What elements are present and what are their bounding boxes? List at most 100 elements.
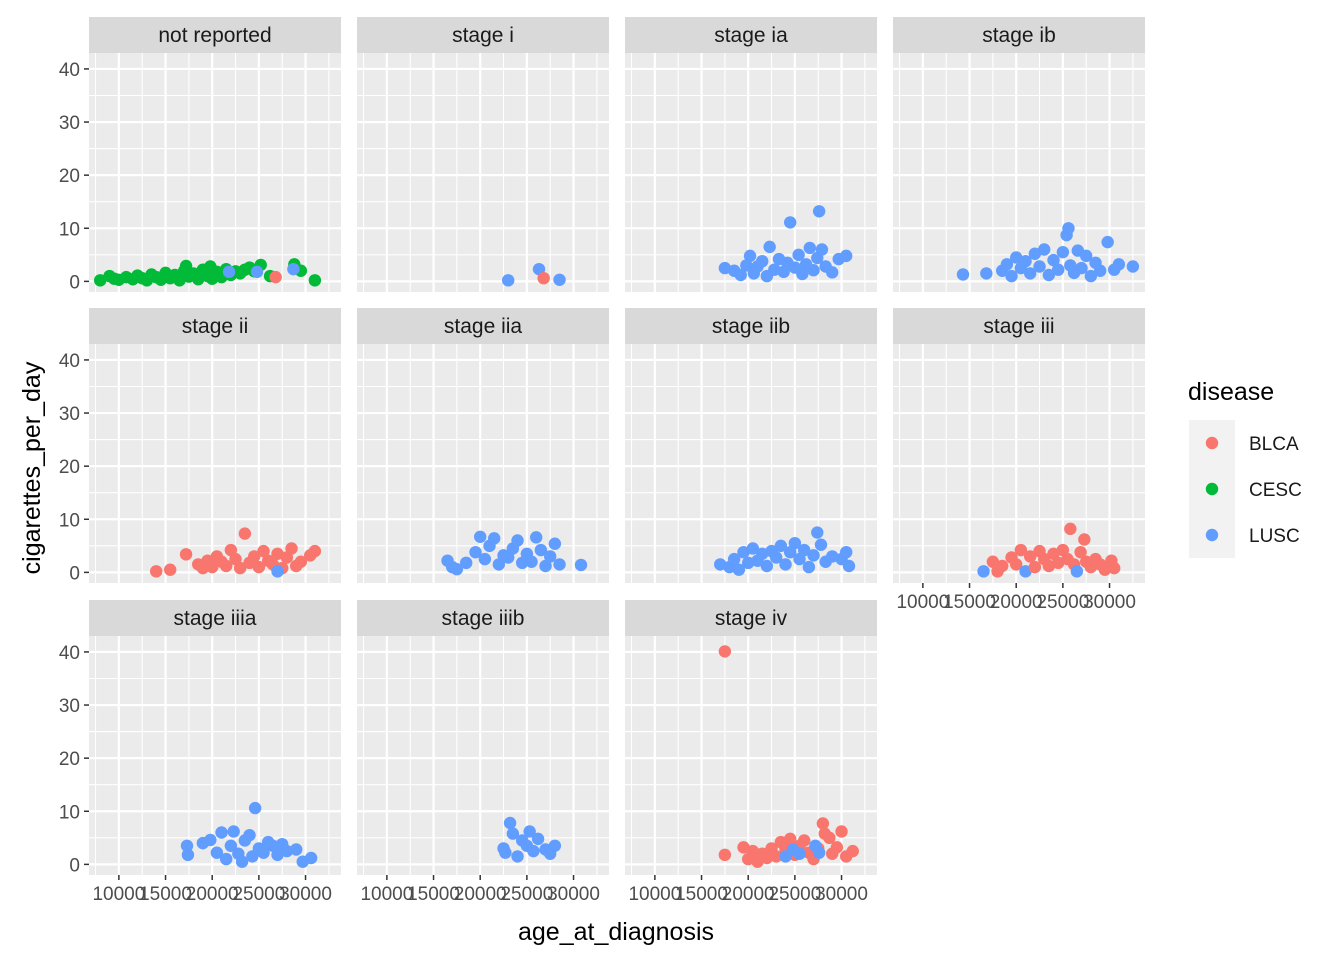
data-point (1005, 269, 1018, 283)
data-point (537, 271, 550, 285)
data-point (502, 274, 515, 287)
data-point (986, 555, 1000, 568)
data-point (450, 562, 464, 576)
legend: disease BLCA CESC LUSC (1188, 378, 1302, 558)
facet-strip (89, 17, 341, 53)
data-point (224, 839, 238, 852)
data-point (1056, 245, 1070, 259)
data-point (215, 826, 228, 839)
x-tick-label: 10000 (360, 884, 413, 905)
data-point (842, 559, 856, 573)
data-point (732, 563, 746, 576)
data-point (1074, 545, 1087, 559)
data-point (248, 801, 262, 815)
data-point (1010, 251, 1023, 264)
data-point (94, 274, 107, 287)
y-tick-label: 10 (59, 510, 80, 531)
data-point (1042, 559, 1056, 573)
data-point (977, 565, 990, 578)
x-tick-label: 30000 (547, 884, 600, 905)
data-point (1080, 249, 1093, 263)
data-point (531, 832, 545, 846)
data-point (220, 852, 233, 866)
data-point (474, 530, 487, 543)
data-point (770, 551, 783, 564)
x-tick-label: 10000 (628, 884, 681, 905)
data-point (793, 847, 806, 860)
data-point (714, 558, 727, 571)
data-point (574, 558, 588, 572)
data-point (1064, 522, 1077, 536)
facet-panel: stage iiia 0 10 20 30 40 100001500020000250003… (59, 600, 341, 905)
data-point (1038, 243, 1051, 256)
data-point (527, 844, 540, 858)
facet-strip (625, 308, 877, 344)
facet-strip (89, 308, 341, 344)
data-point (544, 550, 557, 563)
data-point (796, 267, 809, 281)
data-point (271, 547, 284, 560)
data-point (823, 831, 836, 845)
data-point (811, 526, 824, 539)
facet-strip-label: stage iia (444, 315, 523, 338)
data-point (179, 548, 193, 561)
data-point (478, 552, 492, 566)
data-point (770, 850, 783, 863)
facet-strip (625, 17, 877, 53)
data-point (980, 267, 993, 280)
data-point (1084, 269, 1098, 283)
data-point (252, 560, 266, 574)
data-point (1062, 222, 1075, 235)
data-point (1126, 260, 1140, 273)
data-point (180, 839, 194, 852)
data-point (830, 841, 844, 854)
data-point (220, 559, 233, 573)
data-point (243, 828, 256, 842)
data-point (1019, 254, 1032, 268)
data-point (812, 205, 826, 218)
data-point (718, 848, 732, 862)
x-tick-label: 15000 (943, 592, 996, 613)
facet-strip (357, 600, 609, 636)
data-point (846, 844, 859, 858)
y-tick-label: 0 (69, 855, 80, 876)
data-point (488, 532, 501, 545)
data-point (734, 268, 747, 282)
panel-background (357, 53, 609, 292)
facet-strip-label: stage ia (714, 24, 788, 47)
data-point (269, 270, 282, 284)
data-point (548, 537, 562, 550)
x-tick-label: 15000 (139, 884, 192, 905)
data-point (235, 855, 249, 868)
data-point (304, 851, 318, 865)
facet-strip (893, 17, 1145, 53)
data-point (1023, 267, 1037, 280)
legend-key-point (1205, 482, 1219, 496)
panel-background (357, 344, 609, 583)
data-point (460, 556, 473, 570)
x-tick-label: 30000 (279, 884, 332, 905)
x-tick-label: 15000 (407, 884, 460, 905)
data-point (718, 261, 732, 275)
panel-background (89, 53, 341, 292)
data-point (1014, 543, 1028, 557)
data-point (553, 273, 566, 286)
data-point (768, 263, 781, 276)
y-tick-label: 40 (59, 60, 80, 81)
data-point (807, 264, 820, 277)
data-point (774, 539, 788, 553)
data-point (539, 559, 552, 573)
data-point (1052, 263, 1065, 276)
panel-background (893, 344, 1145, 583)
data-point (511, 534, 524, 547)
facet-strip-label: stage iiia (174, 607, 257, 630)
x-tick-label: 25000 (232, 884, 285, 905)
x-axis-title: age_at_diagnosis (518, 918, 714, 946)
y-tick-label: 40 (59, 351, 80, 372)
facet-strip-label: stage ii (182, 315, 249, 338)
data-point (250, 265, 264, 279)
data-point (802, 560, 816, 574)
